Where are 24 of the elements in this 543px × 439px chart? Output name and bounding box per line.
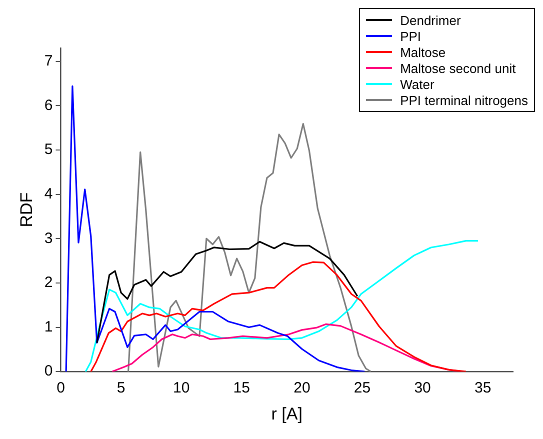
x-tick-label: 10 <box>173 380 190 397</box>
x-axis-title: r [A] <box>271 404 302 424</box>
y-tick-label: 1 <box>44 318 53 336</box>
legend-label: Dendrimer <box>400 12 461 28</box>
x-tick-label: 35 <box>474 380 492 397</box>
x-tick-label: 25 <box>354 380 371 397</box>
y-tick-label: 4 <box>44 185 53 202</box>
x-tick-label: 5 <box>116 380 126 397</box>
x-tick-label: 30 <box>414 380 431 397</box>
legend-label: PPI terminal nitrogens <box>400 92 528 108</box>
y-tick-label: 6 <box>44 96 53 114</box>
x-tick-label: 0 <box>56 380 65 397</box>
y-tick-label: 7 <box>44 52 53 70</box>
y-tick-label: 5 <box>44 141 53 158</box>
legend-label: PPI <box>400 28 422 44</box>
y-tick-label: 2 <box>44 274 53 292</box>
legend-label: Maltose second unit <box>400 60 516 76</box>
legend-label: Maltose <box>400 44 446 60</box>
y-tick-label: 3 <box>44 230 53 247</box>
legend-label: Water <box>400 76 434 92</box>
x-tick-label: 15 <box>233 380 250 397</box>
y-axis-title: RDF <box>16 192 36 228</box>
y-tick-label: 0 <box>44 362 53 380</box>
x-tick-label: 20 <box>294 380 310 397</box>
